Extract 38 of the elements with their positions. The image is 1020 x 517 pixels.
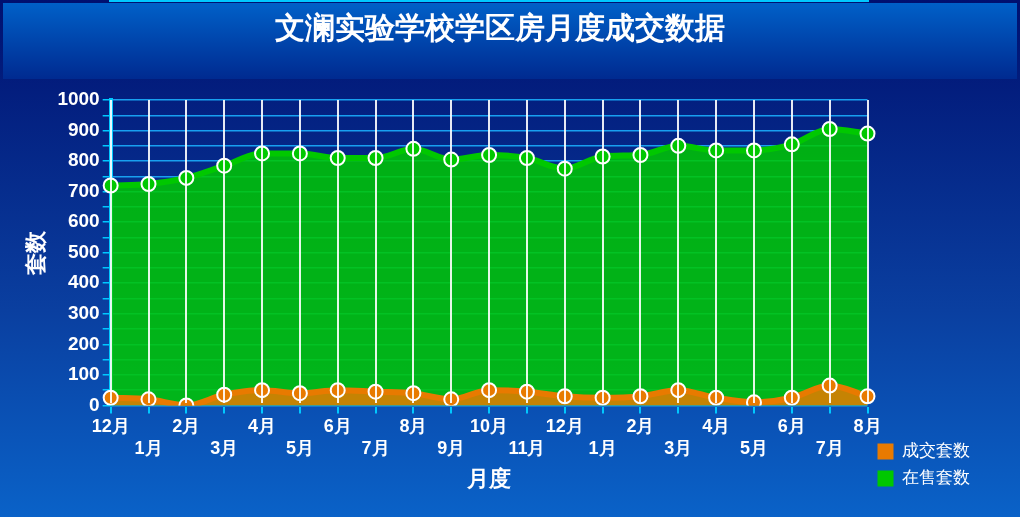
x-tick-label: 2月 bbox=[626, 416, 655, 437]
y-tick-label: 900 bbox=[67, 118, 100, 140]
chart-title: 文澜实验学校学区房月度成交数据 bbox=[275, 11, 725, 45]
y-tick-label: 1000 bbox=[57, 88, 100, 110]
y-tick-label: 300 bbox=[67, 302, 100, 324]
y-tick-label: 0 bbox=[89, 393, 100, 415]
x-tick-label: 1月 bbox=[588, 437, 617, 458]
x-tick-label: 6月 bbox=[777, 416, 806, 437]
x-tick-label: 4月 bbox=[248, 416, 277, 437]
x-tick-label: 9月 bbox=[437, 437, 466, 458]
x-tick-label: 8月 bbox=[399, 416, 428, 437]
x-tick-label: 7月 bbox=[361, 437, 390, 458]
y-tick-label: 200 bbox=[67, 332, 100, 354]
legend-label: 在售套数 bbox=[902, 468, 970, 488]
x-tick-label: 7月 bbox=[815, 437, 844, 458]
y-tick-label: 400 bbox=[67, 271, 100, 293]
x-tick-label: 12月 bbox=[91, 416, 130, 437]
y-tick-label: 100 bbox=[67, 363, 100, 385]
x-tick-label: 2月 bbox=[172, 416, 201, 437]
x-tick-label: 12月 bbox=[545, 416, 584, 437]
y-axis-title: 套数 bbox=[23, 229, 49, 276]
x-tick-label: 5月 bbox=[285, 437, 314, 458]
y-tick-label: 800 bbox=[67, 149, 100, 171]
x-axis-title: 月度 bbox=[466, 465, 512, 491]
x-tick-label: 10月 bbox=[470, 416, 509, 437]
legend-label: 成交套数 bbox=[902, 441, 970, 461]
y-tick-label: 600 bbox=[67, 210, 100, 232]
x-tick-label: 11月 bbox=[508, 437, 546, 458]
point bbox=[443, 391, 460, 406]
x-tick-label: 8月 bbox=[853, 416, 882, 437]
x-tick-label: 5月 bbox=[739, 437, 768, 458]
x-tick-label: 4月 bbox=[702, 416, 731, 437]
y-tick-label: 700 bbox=[67, 179, 100, 201]
x-tick-label: 3月 bbox=[210, 437, 239, 458]
x-tick-label: 3月 bbox=[664, 437, 693, 458]
x-tick-label: 6月 bbox=[323, 416, 352, 437]
y-tick-label: 500 bbox=[67, 240, 100, 262]
x-tick-label: 1月 bbox=[134, 437, 163, 458]
